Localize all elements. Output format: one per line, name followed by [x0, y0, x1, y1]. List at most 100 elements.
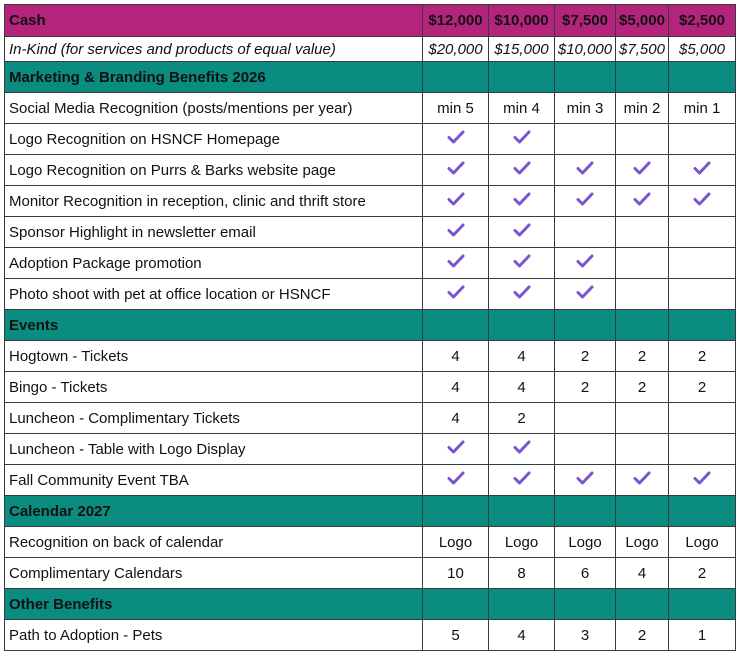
check-icon [513, 192, 531, 210]
benefit-label: Social Media Recognition (posts/mentions… [4, 92, 423, 124]
benefit-cell [488, 154, 555, 186]
benefit-value [668, 247, 736, 279]
tier-header: $12,000 [422, 4, 489, 37]
benefit-value [554, 216, 616, 248]
benefit-value: 10 [422, 557, 489, 589]
check-icon [576, 254, 594, 272]
check-icon [447, 223, 465, 241]
cash-header-row: Cash $12,000 $10,000 $7,500 $5,000 $2,50… [4, 4, 736, 37]
check-icon [513, 161, 531, 179]
section-blank-cell [488, 309, 555, 341]
section-title: Calendar 2027 [4, 495, 423, 527]
benefit-cell [422, 433, 489, 465]
benefit-label: Logo Recognition on Purrs & Barks websit… [4, 154, 423, 186]
benefit-cell [488, 247, 555, 279]
check-icon [513, 223, 531, 241]
section-blank-cell [554, 61, 616, 93]
benefit-cell [488, 123, 555, 155]
benefit-cell [488, 433, 555, 465]
table-row: Sponsor Highlight in newsletter email [4, 216, 736, 248]
section-blank-cell [422, 61, 489, 93]
check-icon [633, 192, 651, 210]
benefit-value: min 2 [615, 92, 669, 124]
benefit-label: Logo Recognition on HSNCF Homepage [4, 123, 423, 155]
table-row: Adoption Package promotion [4, 247, 736, 279]
table-row: Recognition on back of calendar Logo Logo L… [4, 526, 736, 558]
section-blank-cell [668, 588, 736, 620]
benefit-label: Monitor Recognition in reception, clinic… [4, 185, 423, 217]
section-blank-cell [554, 588, 616, 620]
table-row: Logo Recognition on Purrs & Barks websit… [4, 154, 736, 186]
benefit-cell [422, 216, 489, 248]
check-icon [447, 285, 465, 303]
benefit-value: Logo [615, 526, 669, 558]
check-icon [447, 161, 465, 179]
benefit-value: 4 [422, 340, 489, 372]
benefit-label: Bingo - Tickets [4, 371, 423, 403]
section-header-row: Other Benefits [4, 588, 736, 620]
benefit-label: Path to Adoption - Pets [4, 619, 423, 651]
check-icon [693, 192, 711, 210]
benefit-value [554, 433, 616, 465]
benefit-cell [422, 278, 489, 310]
inkind-label: In-Kind (for services and products of eq… [4, 36, 423, 62]
section-title: Events [4, 309, 423, 341]
benefit-cell [615, 464, 669, 496]
benefit-label: Complimentary Calendars [4, 557, 423, 589]
tier-header: $10,000 [488, 4, 555, 37]
section-blank-cell [488, 61, 555, 93]
benefit-value [668, 402, 736, 434]
section-title: Marketing & Branding Benefits 2026 [4, 61, 423, 93]
benefit-value: min 5 [422, 92, 489, 124]
benefit-value: Logo [488, 526, 555, 558]
check-icon [513, 254, 531, 272]
benefit-label: Adoption Package promotion [4, 247, 423, 279]
benefit-value: Logo [668, 526, 736, 558]
section-blank-cell [422, 309, 489, 341]
benefit-value [615, 402, 669, 434]
check-icon [513, 440, 531, 458]
tier-header: $7,500 [554, 4, 616, 37]
benefit-value: 6 [554, 557, 616, 589]
benefit-label: Luncheon - Complimentary Tickets [4, 402, 423, 434]
table-row: Luncheon - Complimentary Tickets 4 2 [4, 402, 736, 434]
check-icon [447, 254, 465, 272]
section-blank-cell [668, 309, 736, 341]
section-header-row: Marketing & Branding Benefits 2026 [4, 61, 736, 93]
section-blank-cell [668, 495, 736, 527]
section-blank-cell [615, 495, 669, 527]
benefit-value: min 3 [554, 92, 616, 124]
section-blank-cell [668, 61, 736, 93]
check-icon [447, 440, 465, 458]
benefit-cell [554, 278, 616, 310]
benefit-value: min 4 [488, 92, 555, 124]
section-blank-cell [488, 495, 555, 527]
cash-label: Cash [4, 4, 423, 37]
benefit-value: 2 [615, 371, 669, 403]
inkind-value: $7,500 [615, 36, 669, 62]
table-row: Hogtown - Tickets 4 4 2 2 2 [4, 340, 736, 372]
section-blank-cell [554, 309, 616, 341]
benefit-value [668, 216, 736, 248]
check-icon [576, 285, 594, 303]
check-icon [633, 161, 651, 179]
benefit-value: Logo [554, 526, 616, 558]
benefit-value [554, 123, 616, 155]
benefit-cell [668, 154, 736, 186]
benefit-value: 2 [615, 340, 669, 372]
benefit-value: 2 [554, 371, 616, 403]
check-icon [633, 471, 651, 489]
inkind-row: In-Kind (for services and products of eq… [4, 36, 736, 62]
benefit-value [668, 433, 736, 465]
benefit-value [668, 123, 736, 155]
benefit-cell [615, 154, 669, 186]
inkind-value: $10,000 [554, 36, 616, 62]
check-icon [693, 471, 711, 489]
section-header-row: Events [4, 309, 736, 341]
benefit-cell [554, 464, 616, 496]
benefit-value: 2 [668, 557, 736, 589]
benefit-value: 2 [554, 340, 616, 372]
inkind-value: $5,000 [668, 36, 736, 62]
check-icon [513, 471, 531, 489]
benefit-value [615, 123, 669, 155]
